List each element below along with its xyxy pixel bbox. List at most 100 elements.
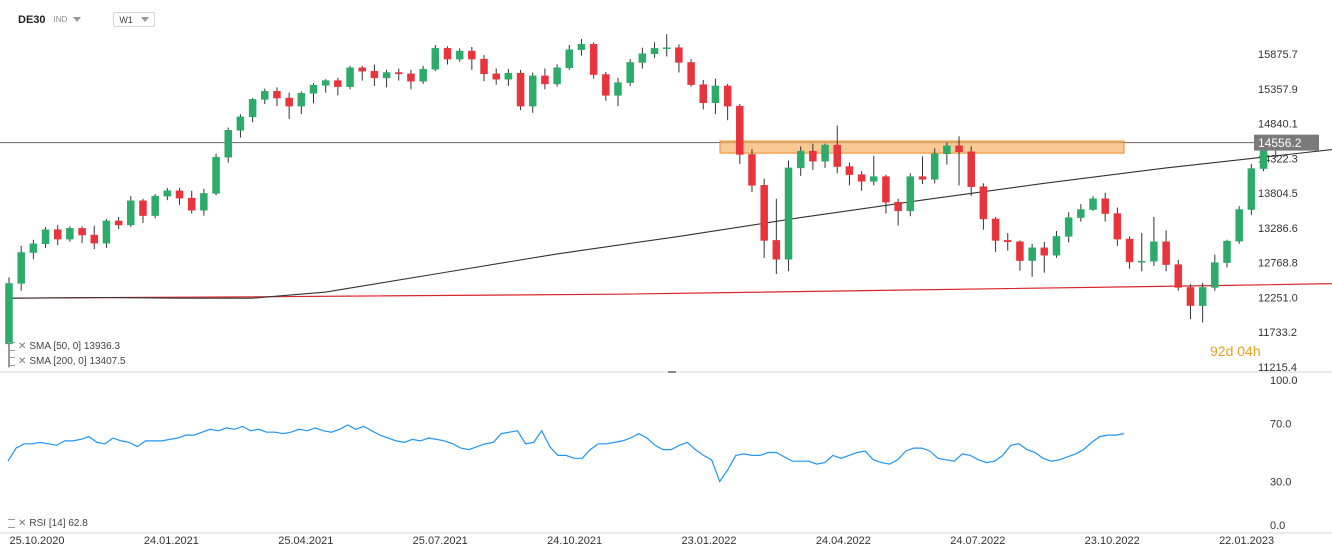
candle[interactable] [675, 44, 683, 73]
candle[interactable] [1077, 204, 1085, 222]
candle[interactable] [321, 79, 330, 93]
candle[interactable] [626, 59, 634, 86]
candle[interactable] [139, 198, 147, 223]
candle[interactable] [224, 127, 232, 163]
menu-icon[interactable] [8, 519, 15, 528]
candle[interactable] [784, 160, 793, 272]
candle[interactable] [468, 46, 476, 70]
candle[interactable] [711, 78, 720, 115]
candle[interactable] [1089, 196, 1097, 211]
candle[interactable] [285, 92, 293, 119]
candle[interactable] [796, 146, 805, 176]
candle[interactable] [687, 59, 695, 87]
candle[interactable] [589, 42, 598, 79]
candle[interactable] [1150, 216, 1158, 266]
candle[interactable] [1113, 207, 1122, 246]
candle[interactable] [431, 44, 440, 72]
candle[interactable] [102, 218, 111, 248]
candle[interactable] [66, 226, 74, 242]
candle[interactable] [857, 171, 866, 191]
candle[interactable] [1186, 284, 1195, 320]
candle[interactable] [504, 69, 513, 86]
candle[interactable] [175, 188, 184, 205]
candle[interactable] [17, 245, 25, 291]
candle[interactable] [565, 44, 574, 70]
candle[interactable] [833, 125, 841, 174]
candle[interactable] [114, 216, 123, 230]
candle[interactable] [236, 114, 245, 138]
candle[interactable] [1137, 233, 1146, 272]
candle[interactable] [419, 65, 427, 84]
candle[interactable] [382, 69, 391, 88]
candle[interactable] [1247, 163, 1256, 215]
candle[interactable] [1211, 254, 1219, 291]
candle[interactable] [90, 225, 99, 250]
candle[interactable] [943, 142, 951, 165]
candle[interactable] [492, 68, 500, 85]
candle[interactable] [650, 42, 659, 58]
candle[interactable] [163, 188, 172, 201]
candle[interactable] [370, 64, 379, 86]
symbol-dropdown-icon[interactable] [73, 17, 82, 22]
candle[interactable] [1028, 243, 1036, 277]
legend-sma50[interactable]: ✕ SMA [50, 0] 13936.3 [8, 341, 120, 352]
timeframe-select[interactable]: W1 [113, 12, 155, 27]
candle[interactable] [1004, 233, 1012, 251]
candle[interactable] [78, 226, 86, 244]
close-icon[interactable]: ✕ [18, 341, 27, 352]
candle[interactable] [528, 72, 537, 113]
candle[interactable] [127, 196, 135, 227]
candle[interactable] [930, 148, 939, 184]
candle[interactable] [772, 198, 781, 275]
candle[interactable] [1040, 241, 1049, 273]
candle[interactable] [1052, 231, 1061, 258]
candle[interactable] [1016, 240, 1024, 271]
candle[interactable] [918, 156, 927, 185]
candle[interactable] [991, 216, 1000, 252]
candle[interactable] [187, 190, 196, 214]
candle[interactable] [894, 198, 902, 226]
candle[interactable] [53, 224, 62, 246]
candle[interactable] [395, 68, 403, 81]
candle[interactable] [748, 149, 756, 193]
candle[interactable] [1223, 239, 1231, 268]
candle[interactable] [273, 87, 281, 107]
candle[interactable] [5, 277, 13, 368]
candle[interactable] [760, 178, 768, 258]
candle[interactable] [29, 239, 38, 260]
candle[interactable] [358, 65, 366, 81]
candle[interactable] [248, 98, 257, 123]
candle[interactable] [541, 68, 549, 90]
candle[interactable] [845, 162, 854, 186]
candle[interactable] [297, 91, 306, 115]
candle[interactable] [553, 64, 561, 87]
candle[interactable] [736, 104, 744, 164]
candle[interactable] [212, 153, 220, 196]
candle[interactable] [1162, 230, 1170, 272]
candle[interactable] [723, 83, 732, 121]
candle[interactable] [200, 188, 208, 216]
legend-sma200[interactable]: ✕ SMA [200, 0] 13407.5 [8, 356, 126, 367]
candle[interactable] [516, 69, 525, 111]
menu-icon[interactable] [8, 342, 15, 351]
candle[interactable] [443, 46, 452, 65]
candle[interactable] [151, 194, 159, 219]
candle[interactable] [809, 143, 817, 170]
symbol-label[interactable]: DE30 [18, 13, 46, 26]
candle[interactable] [455, 48, 464, 62]
candle[interactable] [577, 38, 586, 56]
candle[interactable] [870, 155, 878, 186]
candle[interactable] [309, 83, 318, 104]
candle[interactable] [638, 47, 647, 69]
candle[interactable] [882, 174, 890, 214]
menu-icon[interactable] [8, 357, 15, 366]
candle[interactable] [1235, 206, 1243, 244]
legend-rsi[interactable]: ✕ RSI [14] 62.8 [8, 518, 88, 529]
candle[interactable] [906, 173, 915, 217]
candle[interactable] [334, 77, 342, 96]
candle[interactable] [821, 143, 829, 168]
candle[interactable] [1198, 282, 1207, 323]
candle[interactable] [602, 71, 610, 101]
candle[interactable] [261, 88, 269, 105]
